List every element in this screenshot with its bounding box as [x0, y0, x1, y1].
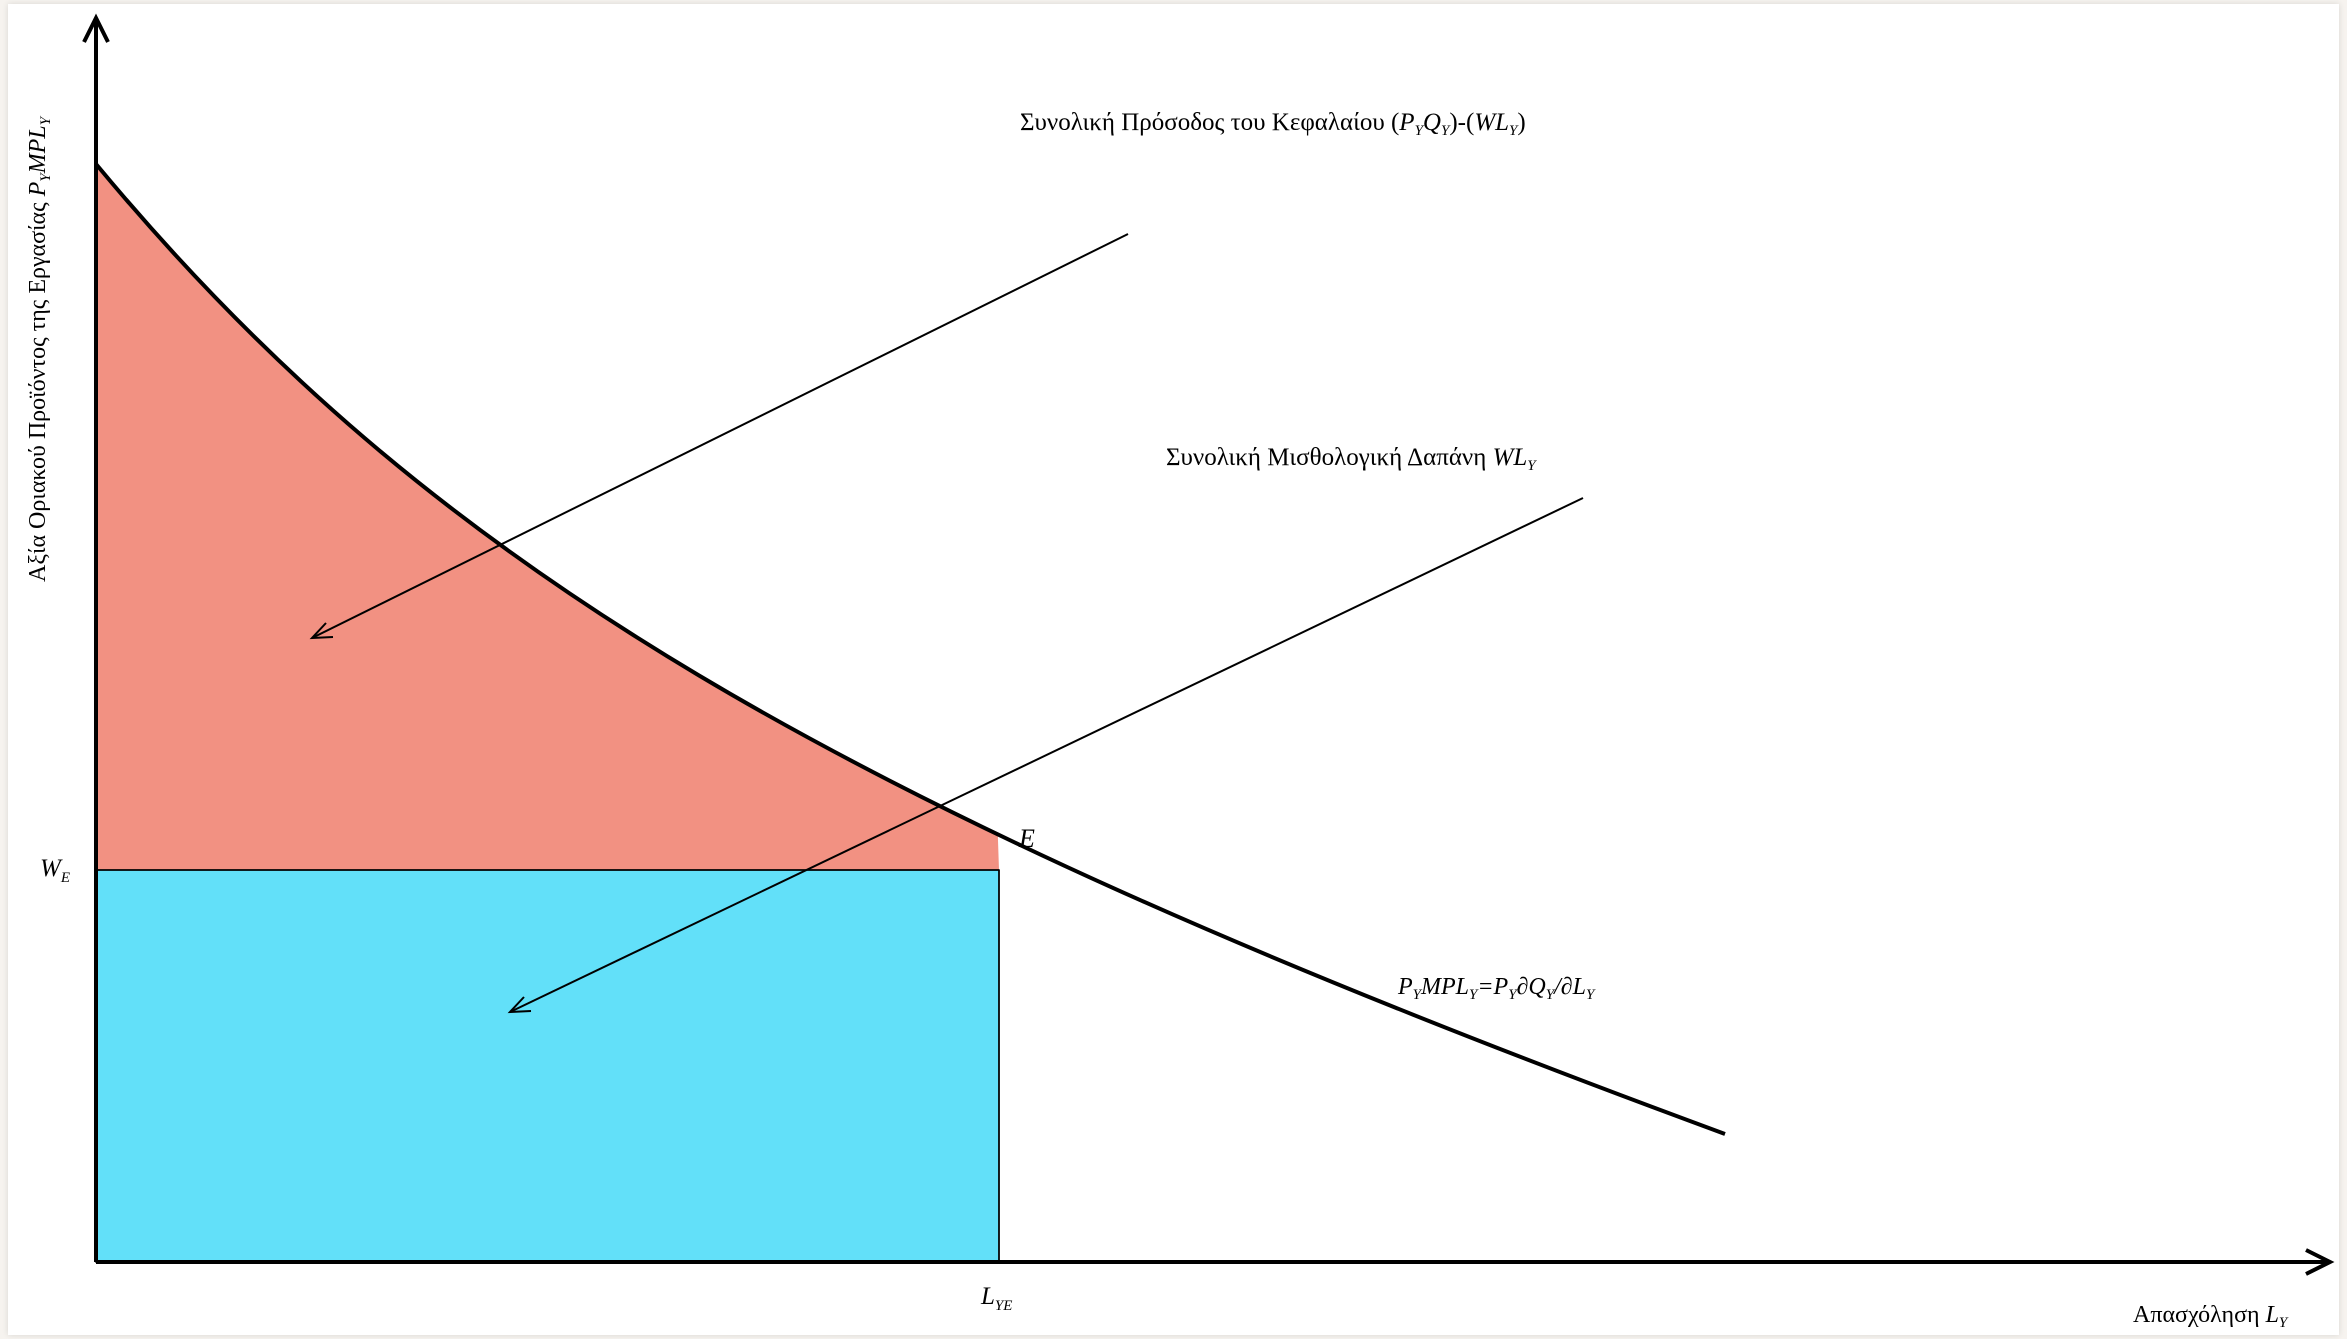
y-axis-arrowhead: [82, 13, 110, 43]
wage-bill-label: Συνολική Μισθολογική Δαπάνη WLY: [1166, 444, 1537, 474]
labor-demand-diagram: Αξία Οριακού Προϊόντος της Εργασίας PYMP…: [25, 13, 2335, 1331]
capital-income-label: Συνολική Πρόσοδος του Κεφαλαίου (PYQY)-(…: [1020, 109, 1526, 139]
mpl-demand-curve: [94, 162, 1726, 1136]
wage-bill-area: [95, 869, 1000, 1263]
equilibrium-employment-label: LYE: [980, 1283, 1012, 1314]
capital-income-area: [96, 164, 999, 870]
equilibrium-point-label: E: [1018, 824, 1035, 853]
wage-pointer-line: [509, 497, 1584, 1013]
x-axis-arrowhead: [2305, 1248, 2335, 1276]
y-axis-title: Αξία Οριακού Προϊόντος της Εργασίας PYMP…: [25, 115, 54, 582]
x-axis-title: Απασχόληση LY: [2133, 1302, 2289, 1331]
diagram-canvas: Αξία Οριακού Προϊόντος της Εργασίας PYMP…: [8, 4, 2339, 1335]
capital-pointer-arrowhead: [309, 622, 334, 640]
curve-label: PYMPLY=PY∂QY/∂LY: [1397, 974, 1596, 1003]
capital-pointer-line: [311, 233, 1129, 639]
wage-level-label: WE: [40, 855, 70, 886]
wage-pointer-arrowhead: [507, 996, 532, 1014]
